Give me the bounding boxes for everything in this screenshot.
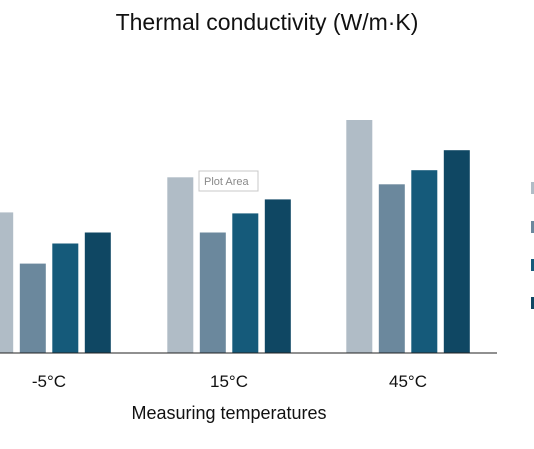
bar-series-2-category-3 [378, 184, 405, 353]
tooltip-label: Plot Area [204, 176, 250, 188]
chart-title: Thermal conductivity (W/m·K) [116, 9, 419, 35]
bar-series-1-category-2 [167, 177, 194, 353]
bar-series-3-category-1 [52, 243, 79, 353]
bar-series-3-category-3 [411, 170, 438, 353]
plot-area-tooltip: Plot Area [198, 170, 259, 192]
bars-group [0, 120, 470, 353]
legend-swatch-series-4 [531, 297, 534, 309]
legend-swatch-series-1 [531, 182, 534, 194]
bar-series-1-category-3 [346, 120, 373, 353]
x-tick-label: -5°C [32, 372, 66, 391]
bar-series-2-category-2 [199, 232, 226, 353]
bar-series-2-category-1 [19, 263, 46, 353]
bar-series-1-category-1 [0, 212, 14, 353]
bar-series-4-category-3 [443, 150, 470, 353]
bar-series-4-category-1 [84, 232, 111, 353]
x-tick-label: 15°C [210, 372, 248, 391]
tooltip-box [198, 170, 259, 192]
legend-swatch-series-2 [531, 221, 534, 233]
bar-series-4-category-2 [264, 199, 291, 353]
legend [531, 182, 534, 309]
legend-swatch-series-3 [531, 259, 534, 271]
bar-series-3-category-2 [232, 213, 259, 353]
x-tick-label: 45°C [389, 372, 427, 391]
x-axis-title: Measuring temperatures [131, 403, 326, 423]
x-tick-labels: -5°C 15°C 45°C [32, 372, 427, 391]
